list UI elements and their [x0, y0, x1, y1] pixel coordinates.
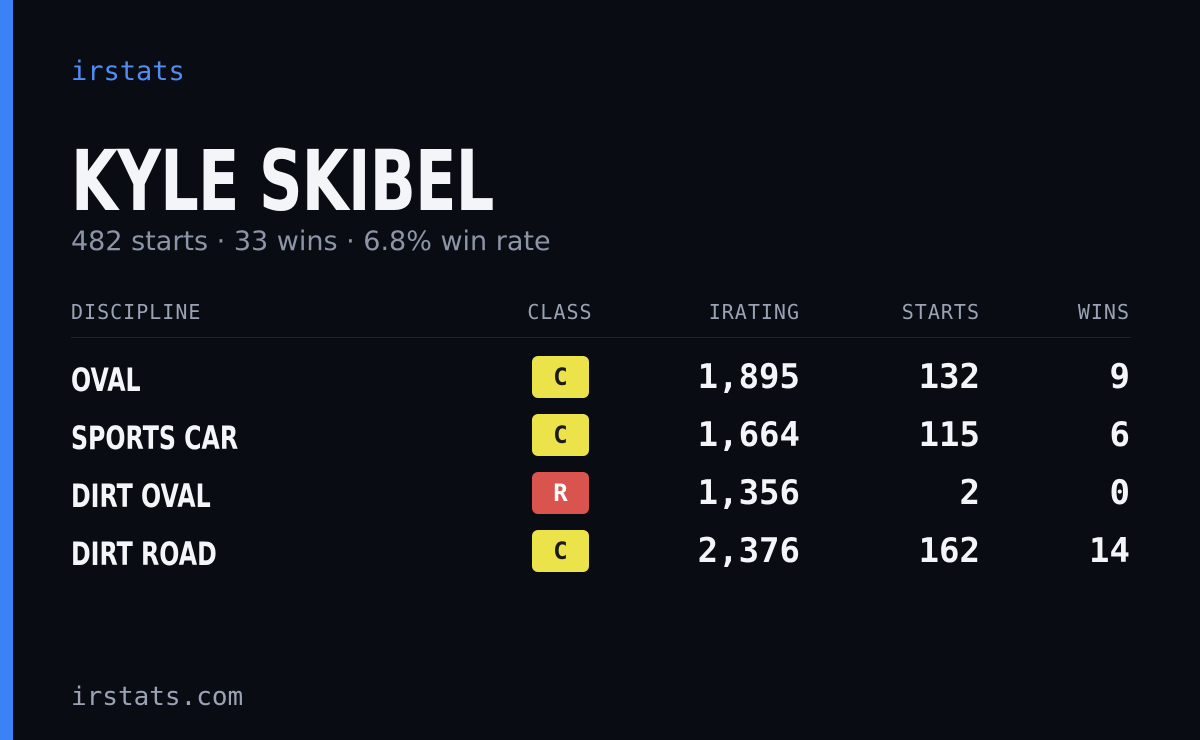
accent-bar: [0, 0, 13, 740]
irating: 1,664: [697, 415, 800, 455]
irating: 1,895: [697, 357, 800, 397]
irating: 1,356: [697, 473, 800, 513]
class-badge: C: [532, 530, 589, 572]
brand: irstats: [71, 56, 185, 87]
starts: 115: [918, 415, 980, 455]
class-badge: C: [532, 414, 589, 456]
wins: 9: [1109, 357, 1130, 397]
starts: 162: [918, 531, 980, 571]
discipline: DIRT OVAL: [71, 477, 211, 515]
starts: 132: [918, 357, 980, 397]
column-header: STARTS: [901, 300, 980, 324]
irating: 2,376: [697, 531, 800, 571]
driver-name: KYLE SKIBEL: [71, 132, 494, 230]
footer-url: irstats.com: [71, 682, 244, 712]
summary: 482 starts · 33 wins · 6.8% win rate: [71, 226, 551, 257]
column-header: CLASS: [527, 300, 593, 324]
column-header: DISCIPLINE: [71, 300, 202, 324]
wins: 0: [1109, 473, 1130, 513]
header-rule: [71, 337, 1131, 338]
wins: 6: [1109, 415, 1130, 455]
column-header: IRATING: [708, 300, 800, 324]
wins: 14: [1089, 531, 1130, 571]
discipline: SPORTS CAR: [71, 419, 239, 457]
class-badge: C: [532, 356, 589, 398]
discipline: OVAL: [71, 361, 141, 399]
class-badge: R: [532, 472, 589, 514]
discipline: DIRT ROAD: [71, 535, 217, 573]
column-header: WINS: [1077, 300, 1130, 324]
starts: 2: [959, 473, 980, 513]
